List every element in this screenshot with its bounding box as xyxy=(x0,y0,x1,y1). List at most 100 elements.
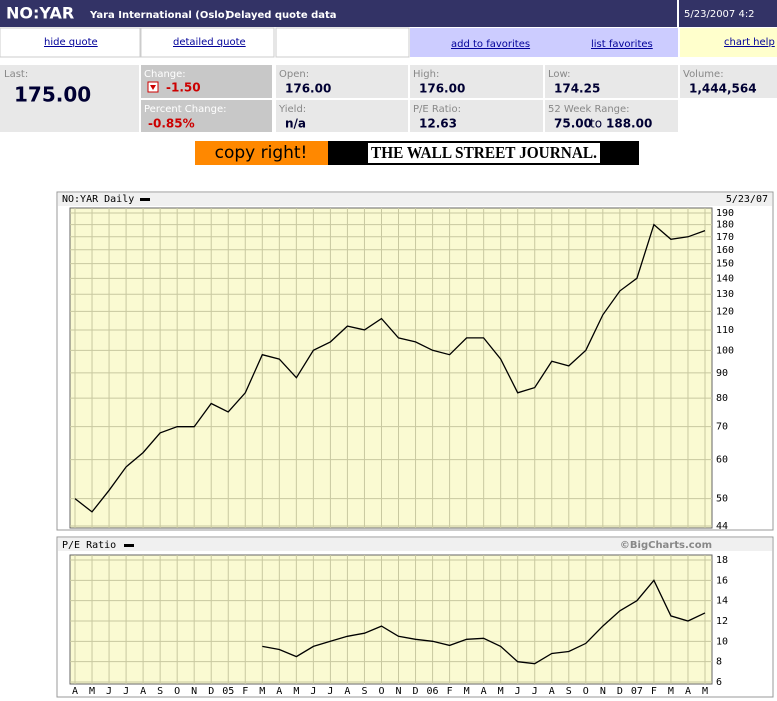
banner-left[interactable] xyxy=(195,141,328,165)
y-tick-label: 10 xyxy=(716,636,728,647)
x-tick-label: M xyxy=(293,686,299,697)
field-label: Low: xyxy=(548,69,571,80)
range-to: to xyxy=(590,117,602,131)
y-tick-label: 8 xyxy=(716,657,722,668)
x-tick-label: A xyxy=(685,686,691,697)
x-tick-label: A xyxy=(481,686,487,697)
wsj-logo: THE WALL STREET JOURNAL. xyxy=(371,143,597,162)
x-tick-label: M xyxy=(702,686,708,697)
field-label: Change: xyxy=(144,69,186,80)
quote-cell xyxy=(680,65,777,98)
y-tick-label: 120 xyxy=(716,306,734,317)
y-tick-label: 160 xyxy=(716,245,734,256)
x-tick-label: J xyxy=(123,686,129,697)
y-tick-label: 14 xyxy=(716,596,728,607)
x-tick-label: J xyxy=(106,686,112,697)
x-tick-label: J xyxy=(310,686,316,697)
x-tick-label: F xyxy=(447,686,453,697)
x-tick-label: D xyxy=(208,686,214,697)
x-tick-label: J xyxy=(515,686,521,697)
add-favorites-link[interactable]: add to favorites xyxy=(451,39,530,50)
x-tick-label: 06 xyxy=(427,686,439,697)
y-tick-label: 110 xyxy=(716,325,734,336)
pe-value: 12.63 xyxy=(419,117,457,131)
header-date-cell xyxy=(679,0,777,27)
change-value: -1.50 xyxy=(166,81,201,95)
field-label: Open: xyxy=(279,69,309,80)
yield-value: n/a xyxy=(285,117,306,131)
x-tick-label: N xyxy=(395,686,401,697)
quote-cell xyxy=(141,100,272,132)
plot-area xyxy=(69,207,713,529)
list-favorites-link[interactable]: list favorites xyxy=(591,39,653,50)
quote-cell xyxy=(410,100,543,132)
y-tick-label: 180 xyxy=(716,220,734,231)
x-tick-label: J xyxy=(327,686,333,697)
chart-title: NO:YAR Daily xyxy=(62,194,134,205)
x-tick-label: N xyxy=(600,686,606,697)
field-label: 52 Week Range: xyxy=(548,104,630,115)
header-bar xyxy=(0,0,677,27)
quote-cell xyxy=(141,65,272,98)
x-tick-label: M xyxy=(498,686,504,697)
x-tick-label: O xyxy=(378,686,384,697)
x-tick-label: A xyxy=(276,686,282,697)
field-label: Percent Change: xyxy=(144,104,226,115)
field-label: Yield: xyxy=(278,104,306,115)
chart-strip xyxy=(58,193,772,206)
link-cell xyxy=(275,27,410,58)
percent-change-value: -0.85% xyxy=(148,117,195,131)
company: Yara International (Oslo) xyxy=(89,10,229,21)
y-tick-label: 170 xyxy=(716,232,734,243)
favorites-cell xyxy=(410,28,678,57)
y-tick-label: 6 xyxy=(716,677,722,688)
quote-cell xyxy=(0,65,139,132)
x-tick-label: M xyxy=(89,686,95,697)
down-arrow xyxy=(150,85,156,90)
x-tick-label: 07 xyxy=(631,686,643,697)
field-label: Last: xyxy=(4,69,28,80)
quote-note: Delayed quote data xyxy=(226,10,337,21)
plot-area xyxy=(69,554,713,685)
x-tick-label: S xyxy=(361,686,367,697)
x-tick-label: A xyxy=(72,686,78,697)
banner-text: copy right! xyxy=(215,143,308,163)
x-tick-label: A xyxy=(344,686,350,697)
y-tick-label: 130 xyxy=(716,289,734,300)
y-tick-label: 18 xyxy=(716,555,728,566)
x-tick-label: M xyxy=(464,686,470,697)
x-tick-label: M xyxy=(259,686,265,697)
price-line xyxy=(74,223,706,513)
y-tick-label: 12 xyxy=(716,616,728,627)
timestamp: 5/23/2007 4:2 xyxy=(684,9,755,20)
volume-value: 1,444,564 xyxy=(689,82,757,96)
credit: ©BigCharts.com xyxy=(620,540,712,551)
x-tick-label: F xyxy=(651,686,657,697)
y-tick-label: 80 xyxy=(716,393,728,404)
y-tick-label: 50 xyxy=(716,494,728,505)
chart-help-link[interactable]: chart help xyxy=(724,37,775,48)
x-tick-label: O xyxy=(174,686,180,697)
y-tick-label: 90 xyxy=(716,368,728,379)
x-tick-label: 05 xyxy=(222,686,234,697)
quote-cell xyxy=(410,65,543,98)
link-cell xyxy=(140,27,275,58)
legend-swatch xyxy=(140,198,150,201)
x-tick-label: M xyxy=(668,686,674,697)
detailed-quote-link[interactable]: detailed quote xyxy=(173,37,246,48)
quote-cell xyxy=(545,65,678,98)
open-value: 176.00 xyxy=(285,82,331,96)
field-label: P/E Ratio: xyxy=(413,104,461,115)
x-tick-label: N xyxy=(191,686,197,697)
x-tick-label: F xyxy=(242,686,248,697)
hide-quote-link[interactable]: hide quote xyxy=(44,37,98,48)
x-tick-label: A xyxy=(549,686,555,697)
x-tick-label: S xyxy=(566,686,572,697)
last-price: 175.00 xyxy=(14,83,91,107)
y-tick-label: 70 xyxy=(716,422,728,433)
quote-cell xyxy=(276,100,408,132)
legend-swatch xyxy=(124,544,134,547)
x-tick-label: O xyxy=(583,686,589,697)
x-tick-label: A xyxy=(140,686,146,697)
